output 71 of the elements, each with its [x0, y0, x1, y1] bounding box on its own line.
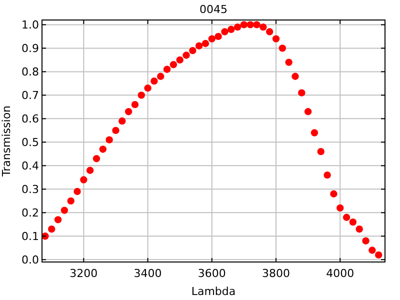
point — [324, 171, 331, 179]
point — [336, 204, 344, 212]
point — [278, 44, 286, 52]
x-tick-label: 3200 — [70, 267, 98, 280]
point — [170, 61, 178, 68]
point — [298, 89, 306, 96]
point — [92, 155, 100, 162]
point — [189, 46, 196, 54]
y-axis-title: Transmission — [0, 105, 13, 178]
y-tick-label: 0.1 — [22, 230, 39, 244]
y-tick-label: 0.9 — [22, 42, 39, 56]
point — [260, 23, 267, 31]
point — [266, 28, 274, 36]
point — [272, 35, 280, 42]
point — [74, 188, 81, 196]
point — [253, 21, 260, 28]
point — [304, 108, 312, 116]
y-tick-label: 0.5 — [22, 136, 39, 150]
y-tick-label: 0.4 — [22, 160, 39, 173]
point — [54, 216, 62, 224]
point — [144, 84, 152, 92]
point — [240, 21, 248, 28]
point — [86, 166, 94, 174]
point — [176, 56, 184, 64]
point — [202, 40, 210, 48]
point — [317, 148, 324, 156]
point — [195, 42, 203, 50]
x-tick-label: 4000 — [326, 267, 354, 280]
y-tick-label: 0.8 — [22, 66, 39, 79]
point — [208, 35, 216, 42]
point — [150, 77, 158, 85]
point — [138, 92, 145, 99]
point — [214, 32, 222, 40]
y-tick-label: 1.0 — [22, 18, 39, 32]
point — [80, 176, 88, 184]
y-tick-label: 0.0 — [22, 254, 39, 266]
point — [112, 126, 120, 134]
y-tick-label: 0.6 — [22, 112, 39, 126]
point — [99, 146, 107, 153]
point — [374, 251, 382, 259]
point — [106, 136, 113, 144]
point — [330, 190, 338, 198]
y-tick-label: 0.7 — [22, 89, 39, 102]
point — [356, 226, 363, 233]
y-tick-label: 0.3 — [22, 183, 39, 196]
point — [131, 100, 139, 108]
point — [163, 66, 171, 73]
chart-title: 0045 — [200, 3, 228, 16]
point — [118, 117, 126, 125]
point — [124, 108, 132, 116]
point — [362, 237, 370, 244]
point — [349, 218, 357, 226]
x-tick-label: 3800 — [262, 267, 290, 280]
x-tick-label: 3400 — [134, 267, 162, 280]
point — [292, 72, 299, 80]
point — [234, 23, 242, 31]
point — [157, 72, 164, 80]
point — [342, 214, 350, 221]
x-axis-title: Lambda — [191, 285, 236, 298]
point — [228, 26, 235, 33]
y-tick-label: 0.2 — [22, 206, 39, 220]
point — [60, 206, 68, 214]
point — [368, 246, 376, 254]
point — [310, 129, 318, 136]
point — [246, 21, 254, 28]
point — [182, 52, 190, 59]
point — [285, 58, 292, 66]
point — [48, 226, 56, 233]
point — [67, 197, 74, 205]
x-tick-label: 3600 — [198, 267, 226, 280]
point — [221, 28, 228, 36]
